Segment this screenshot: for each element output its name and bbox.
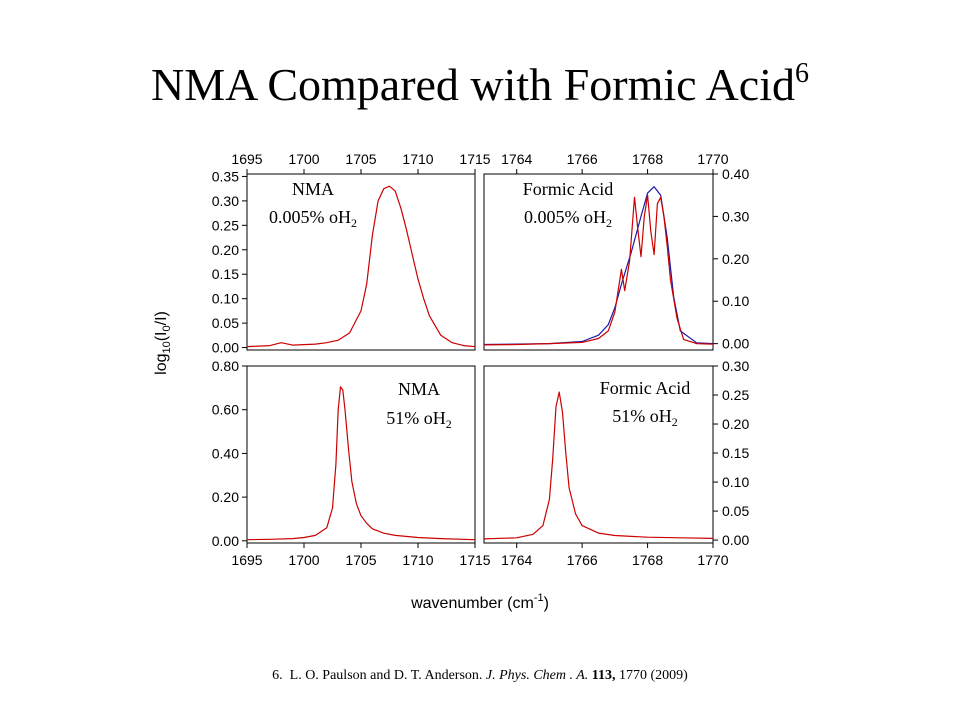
slide-title-text: NMA Compared with Formic Acid (151, 59, 795, 110)
title-superscript: 6 (794, 58, 809, 89)
y-tick-label: 0.60 (212, 402, 239, 418)
x-tick-label: 1766 (567, 151, 598, 167)
annotation-subscript: 2 (672, 415, 678, 429)
footnote-pages: 1770 (2009) (619, 668, 688, 683)
x-tick-label: 1700 (288, 552, 319, 568)
footnote: 6. L. O. Paulson and D. T. Anderson. J. … (0, 668, 960, 684)
y-axis-label-close: /I) (153, 311, 170, 325)
y-tick-label: 0.30 (212, 193, 239, 209)
y-tick-label: 0.30 (722, 208, 749, 224)
x-tick-label: 1705 (345, 151, 376, 167)
y-tick-label: 0.20 (212, 242, 239, 258)
annotation-line1: Formic Acid (600, 378, 691, 398)
panel-fa-low: 0.00 0.10 0.20 0.30 0.40 1764 1766 1768 1770 Form… (483, 151, 749, 352)
annotation-line2: 0.005% oH2 (269, 207, 357, 230)
y-tick-label: 0.10 (722, 474, 749, 490)
x-axis-label-close: ) (544, 595, 549, 612)
annotation-text: 51% oH (386, 408, 446, 428)
y-tick-label: 0.20 (722, 251, 749, 267)
footnote-authors: L. O. Paulson and D. T. Anderson. (289, 668, 483, 683)
x-tick-label: 1766 (567, 552, 598, 568)
x-tick-label: 1710 (402, 151, 433, 167)
annotation-line1: Formic Acid (523, 179, 614, 199)
x-tick-label: 1764 (501, 151, 532, 167)
x-tick-label: 1770 (697, 552, 728, 568)
annotation-subscript: 2 (446, 417, 452, 431)
y-tick-label: 0.35 (212, 168, 239, 184)
y-tick-label: 0.20 (722, 416, 749, 432)
x-tick-label: 1764 (501, 552, 532, 568)
y-tick-label: 0.05 (722, 503, 749, 519)
y-tick-label: 0.15 (722, 445, 749, 461)
y-axis-label-open: (I (153, 331, 170, 341)
annotation-line2: 51% oH2 (612, 406, 678, 429)
annotation-text: 0.005% oH (524, 207, 606, 227)
x-tick-label: 1770 (697, 151, 728, 167)
y-axis-label-sub0: 0 (161, 325, 173, 331)
x-tick-label: 1710 (402, 552, 433, 568)
annotation-line2: 0.005% oH2 (524, 207, 612, 230)
series-line-red (483, 391, 714, 540)
annotation-subscript: 2 (351, 216, 357, 230)
y-tick-label: 0.05 (212, 315, 239, 331)
y-tick-label: 0.20 (212, 489, 239, 505)
footnote-volume: 113, (591, 668, 616, 683)
series-line-red (246, 185, 476, 348)
panel-frame (246, 173, 476, 351)
annotation-text: 0.005% oH (269, 207, 351, 227)
series-line-red (483, 194, 714, 346)
x-tick-label: 1715 (459, 151, 490, 167)
panel-frame (483, 365, 714, 544)
x-tick-label: 1705 (345, 552, 376, 568)
panel-fa-high: 0.00 0.05 0.10 0.15 0.20 0.25 0.30 1764 1766 1768… (483, 358, 749, 568)
y-tick-label: 0.80 (212, 358, 239, 374)
y-tick-label: 0.10 (722, 293, 749, 309)
annotation-text: 51% oH (612, 406, 672, 426)
y-tick-label: 0.15 (212, 266, 239, 282)
x-tick-label: 1768 (632, 552, 663, 568)
y-tick-label: 0.30 (722, 358, 749, 374)
annotation-subscript: 2 (606, 216, 612, 230)
y-axis-label-sub10: 10 (161, 341, 173, 353)
annotation-line1: NMA (398, 379, 440, 399)
x-tick-label: 1715 (459, 552, 490, 568)
x-tick-label: 1768 (632, 151, 663, 167)
x-tick-label: 1700 (288, 151, 319, 167)
annotation-line1: NMA (292, 179, 334, 199)
y-axis-label: log10(I0/I) (153, 311, 173, 375)
slide-title: NMA Compared with Formic Acid6 (0, 59, 960, 110)
y-tick-label: 0.00 (722, 336, 749, 352)
panel-frame (483, 173, 714, 351)
y-tick-label: 0.40 (212, 445, 239, 461)
panel-nma-high: 0.00 0.20 0.40 0.60 0.80 1695 1700 1705 1710 1715… (212, 358, 491, 568)
annotation-line2: 51% oH2 (386, 408, 452, 431)
x-tick-label: 1695 (231, 151, 262, 167)
y-tick-label: 0.00 (722, 532, 749, 548)
x-axis-label-superscript: -1 (534, 592, 544, 604)
series-line-red (246, 386, 476, 541)
y-tick-label: 0.25 (212, 217, 239, 233)
x-axis-label: wavenumber (cm-1) (410, 592, 549, 612)
y-tick-label: 0.10 (212, 291, 239, 307)
footnote-number: 6. (272, 668, 283, 683)
footnote-journal: J. Phys. Chem . A. (485, 668, 589, 683)
y-tick-label: 0.40 (722, 166, 749, 182)
y-axis-label-log: log (153, 354, 170, 375)
y-tick-label: 0.00 (212, 533, 239, 549)
y-tick-label: 0.25 (722, 387, 749, 403)
y-tick-label: 0.00 (212, 340, 239, 356)
x-tick-label: 1695 (231, 552, 262, 568)
x-axis-label-text: wavenumber (cm (410, 595, 534, 612)
